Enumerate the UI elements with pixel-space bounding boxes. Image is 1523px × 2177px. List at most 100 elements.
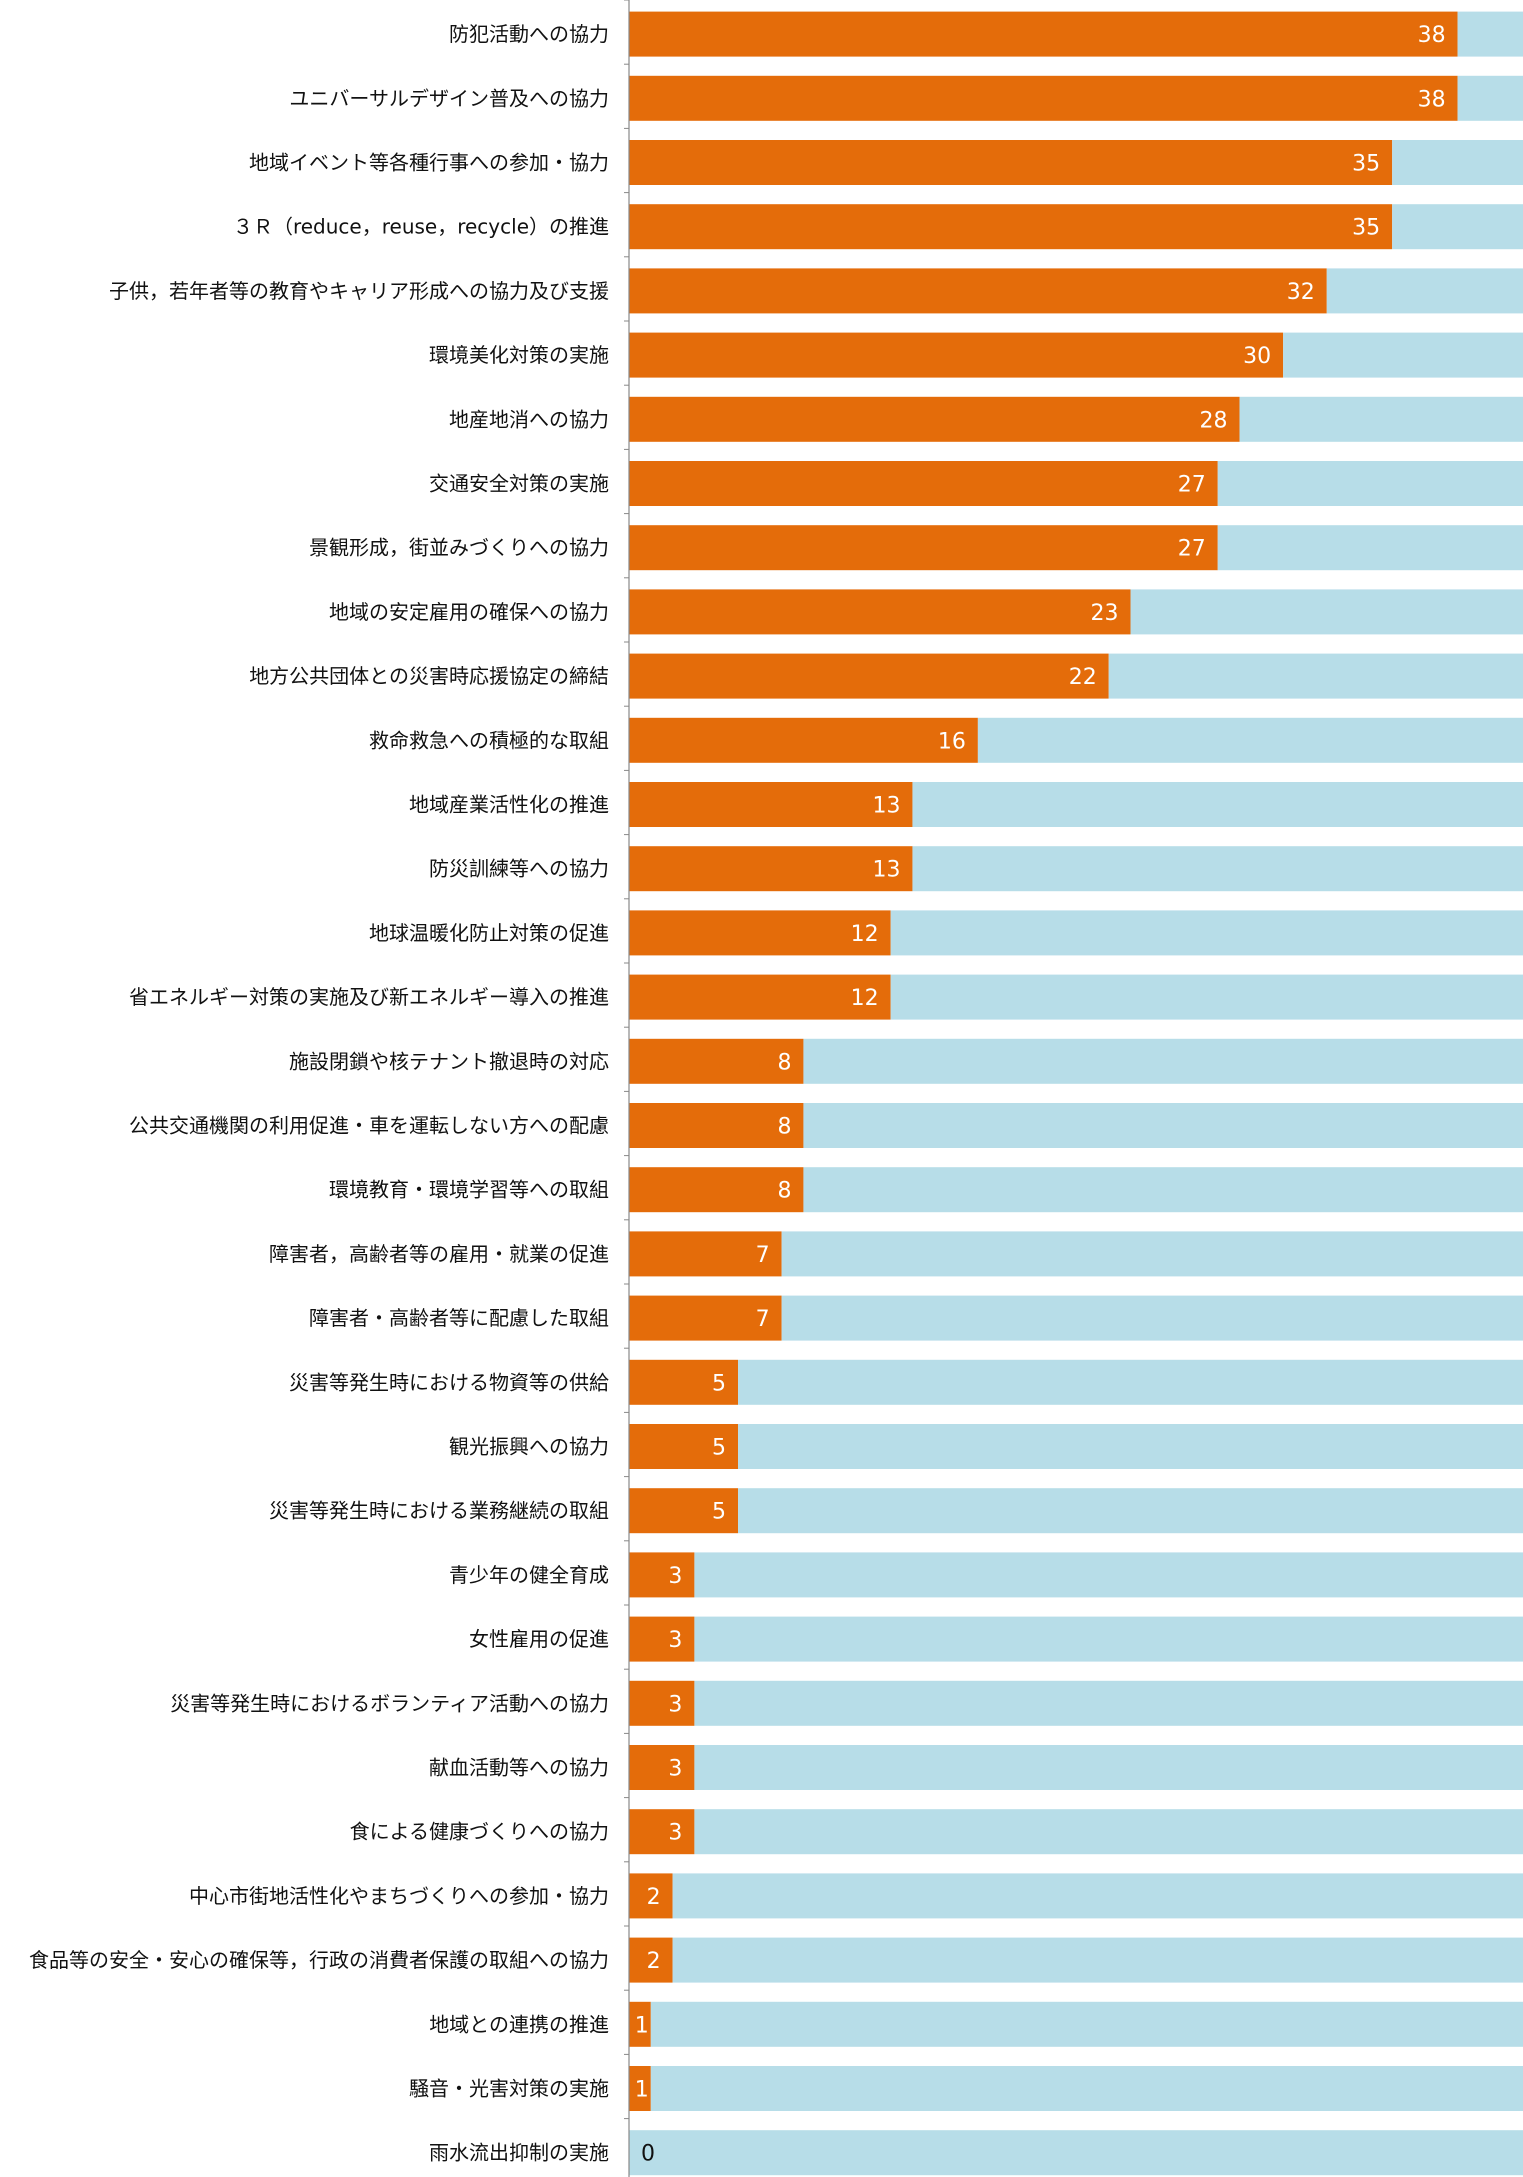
category-label-23: 災害等発生時における業務継続の取組 (269, 1499, 609, 1523)
category-label-17: 公共交通機関の利用促進・車を運転しない方への配慮 (129, 1114, 609, 1138)
bar-remainder-0 (1457, 11, 1523, 57)
bar-remainder-10 (1108, 653, 1523, 699)
data-label-13: 13 (872, 858, 900, 883)
category-label-32: 騒音・光害対策の実施 (409, 2077, 609, 2101)
bar-remainder-31 (650, 2001, 1523, 2047)
category-label-12: 地域産業活性化の推進 (409, 793, 609, 817)
data-label-2: 35 (1352, 152, 1380, 177)
bar-value-29 (629, 1873, 673, 1919)
bar-remainder-14 (890, 910, 1523, 956)
bar-remainder-17 (803, 1103, 1523, 1148)
bar-value-11 (629, 717, 978, 763)
data-label-26: 3 (668, 1692, 682, 1717)
bar-remainder-25 (694, 1616, 1523, 1662)
data-label-22: 5 (712, 1436, 726, 1461)
category-label-26: 災害等発生時におけるボランティア活動への協力 (170, 1691, 609, 1715)
bar-remainder-5 (1283, 332, 1523, 378)
data-label-8: 27 (1178, 537, 1206, 562)
bars-group (629, 11, 1523, 2176)
data-label-24: 3 (668, 1564, 682, 1589)
bar-remainder-8 (1217, 525, 1523, 571)
data-label-23: 5 (712, 1500, 726, 1525)
bar-value-15 (629, 974, 891, 1020)
bar-remainder-28 (694, 1809, 1523, 1855)
bar-value-25 (629, 1616, 695, 1662)
bar-value-14 (629, 910, 891, 956)
data-label-17: 8 (777, 1115, 791, 1140)
bar-value-3 (629, 204, 1393, 250)
bar-value-2 (629, 140, 1393, 185)
category-label-25: 女性雇用の促進 (469, 1627, 609, 1651)
data-label-33: 0 (641, 2142, 655, 2167)
bar-value-21 (629, 1359, 739, 1405)
data-label-3: 35 (1352, 216, 1380, 241)
bar-remainder-11 (977, 717, 1523, 763)
bar-remainder-6 (1239, 396, 1523, 442)
category-label-28: 食による健康づくりへの協力 (350, 1820, 609, 1844)
data-label-12: 13 (872, 794, 900, 819)
category-label-6: 地産地消への協力 (449, 407, 609, 431)
bar-value-27 (629, 1745, 695, 1790)
data-label-5: 30 (1243, 344, 1271, 369)
category-label-10: 地方公共団体との災害時応援協定の締結 (249, 664, 609, 688)
data-label-30: 2 (647, 1949, 661, 1974)
bar-value-24 (629, 1552, 695, 1598)
bar-value-16 (629, 1038, 804, 1084)
category-label-13: 防災訓練等への協力 (429, 857, 609, 881)
category-label-9: 地域の安定雇用の確保への協力 (329, 600, 609, 624)
data-label-15: 12 (851, 986, 879, 1011)
category-label-5: 環境美化対策の実施 (429, 343, 609, 367)
category-label-11: 救命救急への積極的な取組 (369, 728, 609, 752)
bar-remainder-27 (694, 1745, 1523, 1790)
category-label-19: 障害者，高齢者等の雇用・就業の促進 (269, 1242, 609, 1266)
bar-value-5 (629, 332, 1284, 378)
data-labels: 3838353532302827272322161313121288877555… (635, 23, 1446, 2167)
data-label-28: 3 (668, 1821, 682, 1846)
data-label-14: 12 (851, 922, 879, 947)
data-label-6: 28 (1200, 408, 1228, 433)
bar-value-10 (629, 653, 1109, 699)
data-label-31: 1 (635, 2013, 649, 2038)
category-label-22: 観光振興への協力 (449, 1435, 609, 1459)
data-label-29: 2 (647, 1885, 661, 1910)
category-label-3: ３Ｒ（reduce，reuse，recycle）の推進 (233, 215, 609, 239)
data-label-7: 27 (1178, 473, 1206, 498)
data-label-21: 5 (712, 1371, 726, 1396)
data-label-4: 32 (1287, 280, 1315, 305)
category-label-33: 雨水流出抑制の実施 (429, 2141, 609, 2165)
bar-remainder-29 (672, 1873, 1523, 1919)
category-label-29: 中心市街地活性化やまちづくりへの参加・協力 (189, 1884, 609, 1908)
bar-remainder-18 (803, 1167, 1523, 1213)
bar-value-7 (629, 461, 1218, 506)
bar-remainder-7 (1217, 461, 1523, 506)
data-label-18: 8 (777, 1179, 791, 1204)
bar-remainder-1 (1457, 75, 1523, 121)
category-label-30: 食品等の安全・安心の確保等，行政の消費者保護の取組への協力 (29, 1948, 609, 1972)
data-label-0: 38 (1418, 23, 1446, 48)
bar-value-19 (629, 1231, 782, 1277)
bar-remainder-21 (738, 1359, 1523, 1405)
bar-value-32 (629, 2066, 651, 2111)
bar-remainder-33 (629, 2130, 1523, 2176)
bar-remainder-2 (1392, 140, 1523, 185)
bar-value-4 (629, 268, 1327, 314)
data-label-10: 22 (1069, 665, 1097, 690)
bar-value-30 (629, 1937, 673, 1983)
data-label-16: 8 (777, 1050, 791, 1075)
category-label-15: 省エネルギー対策の実施及び新エネルギー導入の推進 (129, 985, 609, 1009)
category-label-27: 献血活動等への協力 (429, 1756, 609, 1780)
bar-value-23 (629, 1488, 739, 1534)
data-label-27: 3 (668, 1757, 682, 1782)
bar-remainder-26 (694, 1680, 1523, 1726)
category-label-7: 交通安全対策の実施 (429, 472, 609, 496)
bar-remainder-9 (1130, 589, 1523, 635)
data-label-19: 7 (756, 1243, 770, 1268)
category-label-20: 障害者・高齢者等に配慮した取組 (309, 1306, 609, 1330)
bar-value-12 (629, 782, 913, 827)
bar-value-1 (629, 75, 1458, 121)
bar-value-0 (629, 11, 1458, 57)
category-label-1: ユニバーサルデザイン普及への協力 (289, 86, 609, 110)
bar-value-22 (629, 1424, 739, 1469)
bar-value-6 (629, 396, 1240, 442)
